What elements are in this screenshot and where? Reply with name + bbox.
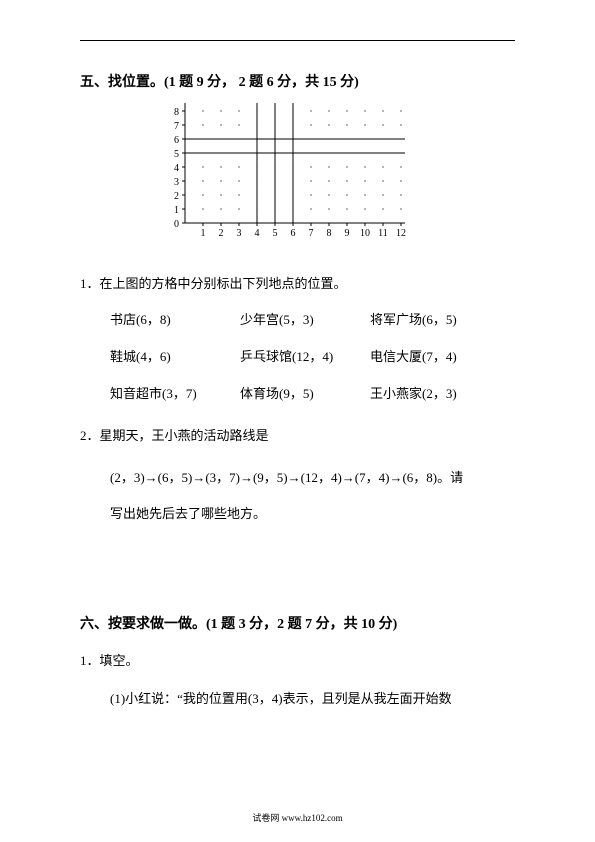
- top-rule: [80, 40, 515, 41]
- location-item: 电信大厦(7，4): [370, 346, 500, 365]
- section6-title: 六、按要求做一做。(1 题 3 分，2 题 7 分，共 10 分): [80, 613, 515, 633]
- svg-text:1: 1: [174, 205, 179, 216]
- svg-text:2: 2: [174, 191, 179, 202]
- q5-2-route: (2，3)→(6，5)→(3，7)→(9，5)→(12，4)→(7，4)→(6，…: [110, 460, 515, 533]
- svg-text:10: 10: [360, 228, 370, 238]
- location-item: 知音超市(3，7): [110, 383, 240, 402]
- svg-text:4: 4: [174, 163, 179, 174]
- location-item: 书店(6，8): [110, 309, 240, 328]
- location-item: 体育场(9，5): [240, 383, 370, 402]
- svg-text:8: 8: [327, 228, 332, 238]
- svg-text:7: 7: [309, 228, 314, 238]
- svg-text:2: 2: [219, 228, 224, 238]
- svg-text:6: 6: [174, 135, 179, 146]
- svg-text:0: 0: [174, 219, 179, 230]
- svg-text:12: 12: [396, 228, 406, 238]
- route-line1: (2，3)→(6，5)→(3，7)→(9，5)→(12，4)→(7，4)→(6，…: [110, 460, 515, 496]
- location-row: 鞋城(4，6)乒乓球馆(12，4)电信大厦(7，4): [110, 346, 515, 365]
- svg-text:6: 6: [291, 228, 296, 238]
- location-row: 知音超市(3，7)体育场(9，5)王小燕家(2，3): [110, 383, 515, 402]
- location-item: 鞋城(4，6): [110, 346, 240, 365]
- location-item: 将军广场(6，5): [370, 309, 500, 328]
- location-row: 书店(6，8)少年宫(5，3)将军广场(6，5): [110, 309, 515, 328]
- route-line2: 写出她先后去了哪些地方。: [110, 496, 515, 532]
- grid-chart: 012345678123456789101112: [170, 103, 515, 243]
- q5-2-text: 2．星期天，王小燕的活动路线是: [80, 420, 515, 453]
- page-footer: 试卷网 www.hz102.com: [0, 811, 595, 824]
- svg-text:3: 3: [237, 228, 242, 238]
- svg-text:11: 11: [378, 228, 388, 238]
- q6-1-1: (1)小红说：“我的位置用(3，4)表示，且列是从我左面开始数: [110, 685, 515, 714]
- location-item: 少年宫(5，3): [240, 309, 370, 328]
- svg-text:9: 9: [345, 228, 350, 238]
- section5-title: 五、找位置。(1 题 9 分， 2 题 6 分，共 15 分): [80, 71, 515, 91]
- svg-text:5: 5: [174, 149, 179, 160]
- svg-text:3: 3: [174, 177, 179, 188]
- svg-text:4: 4: [255, 228, 260, 238]
- location-item: 乒乓球馆(12，4): [240, 346, 370, 365]
- location-item: 王小燕家(2，3): [370, 383, 500, 402]
- svg-text:7: 7: [174, 121, 179, 132]
- svg-text:1: 1: [201, 228, 206, 238]
- q5-1-text: 1．在上图的方格中分别标出下列地点的位置。: [80, 268, 515, 301]
- q6-1: 1．填空。: [80, 645, 515, 678]
- svg-text:8: 8: [174, 107, 179, 118]
- locations-list: 书店(6，8)少年宫(5，3)将军广场(6，5) 鞋城(4，6)乒乓球馆(12，4…: [110, 309, 515, 402]
- svg-text:5: 5: [273, 228, 278, 238]
